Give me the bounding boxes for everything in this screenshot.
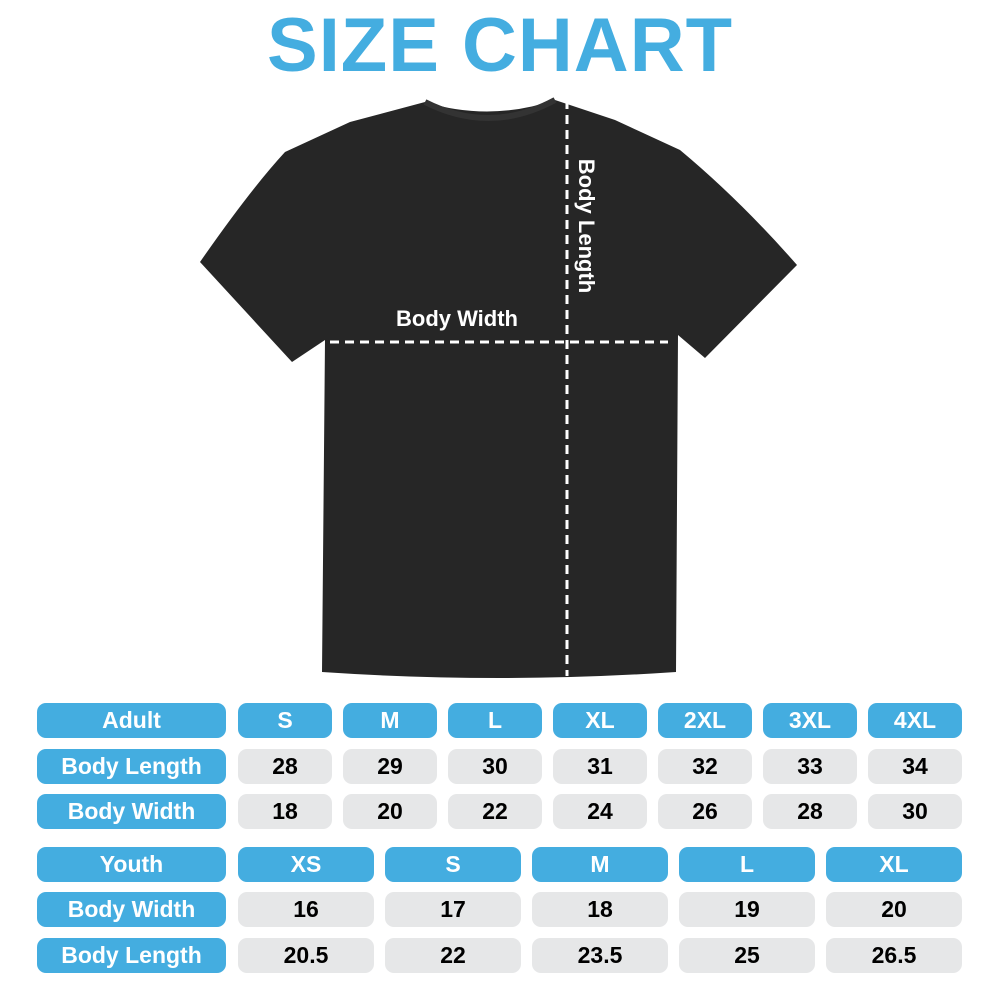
youth-size-header: L [679,847,815,882]
body-length-label: Body Length [574,159,599,293]
adult-header-label: Adult [37,703,226,738]
adult-row-label: Body Width [37,794,226,829]
adult-size-header: 3XL [763,703,857,738]
adult-value-cell: 31 [553,749,647,784]
adult-value-cell: 29 [343,749,437,784]
adult-row-label: Body Length [37,749,226,784]
adult-value-cell: 24 [553,794,647,829]
adult-value-cell: 34 [868,749,962,784]
adult-size-header: S [238,703,332,738]
youth-value-cell: 20.5 [238,938,374,973]
youth-size-header: M [532,847,668,882]
adult-value-cell: 28 [763,794,857,829]
body-width-label: Body Width [396,306,518,331]
youth-value-cell: 18 [532,892,668,927]
adult-size-header: 4XL [868,703,962,738]
adult-value-cell: 30 [448,749,542,784]
page-title: SIZE CHART [267,3,733,88]
youth-row-label: Body Width [37,892,226,927]
youth-value-cell: 25 [679,938,815,973]
youth-header-label: Youth [37,847,226,882]
adult-value-cell: 32 [658,749,752,784]
adult-value-cell: 30 [868,794,962,829]
tshirt-diagram: Body Width Body Length [200,97,797,678]
youth-value-cell: 23.5 [532,938,668,973]
youth-value-cell: 16 [238,892,374,927]
youth-value-cell: 26.5 [826,938,962,973]
adult-value-cell: 20 [343,794,437,829]
adult-size-header: 2XL [658,703,752,738]
tshirt-image [200,100,797,678]
adult-size-header: XL [553,703,647,738]
collar [423,97,557,121]
adult-size-header: M [343,703,437,738]
adult-value-cell: 26 [658,794,752,829]
youth-value-cell: 19 [679,892,815,927]
youth-value-cell: 20 [826,892,962,927]
youth-value-cell: 17 [385,892,521,927]
adult-value-cell: 22 [448,794,542,829]
youth-row-label: Body Length [37,938,226,973]
adult-value-cell: 28 [238,749,332,784]
youth-value-cell: 22 [385,938,521,973]
youth-size-header: XL [826,847,962,882]
youth-size-header: S [385,847,521,882]
youth-size-header: XS [238,847,374,882]
adult-value-cell: 33 [763,749,857,784]
adult-value-cell: 18 [238,794,332,829]
adult-size-header: L [448,703,542,738]
